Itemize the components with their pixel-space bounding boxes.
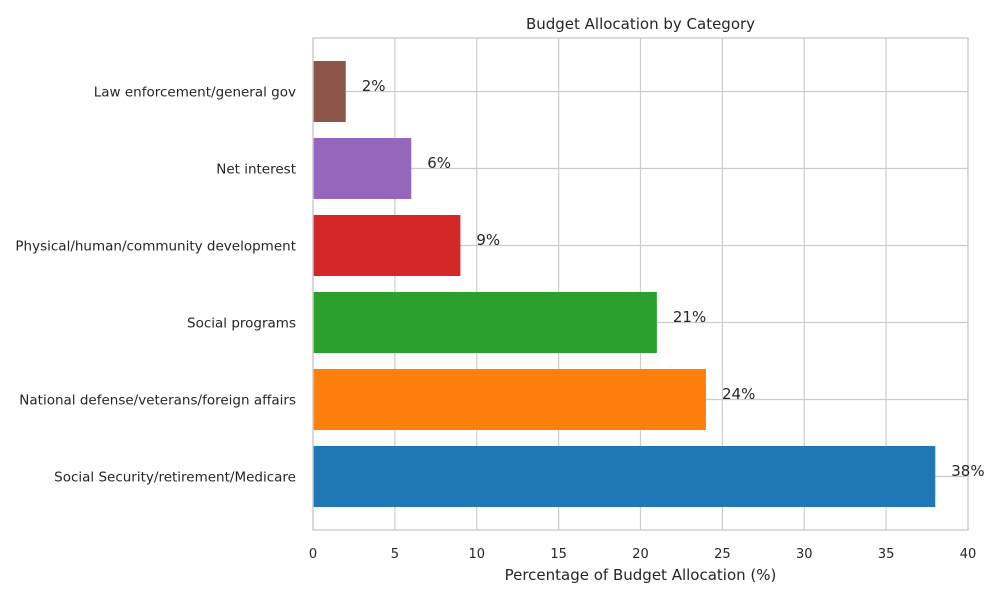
bar [313, 369, 706, 430]
x-tick-label: 25 [714, 547, 731, 562]
data-label: 2% [362, 77, 386, 95]
bars-layer [313, 61, 936, 507]
data-label: 9% [476, 231, 500, 249]
data-label: 6% [427, 154, 451, 172]
data-label: 21% [673, 308, 706, 326]
chart-title: Budget Allocation by Category [526, 15, 755, 33]
x-tick-label: 35 [878, 547, 895, 562]
x-axis-label: Percentage of Budget Allocation (%) [505, 566, 777, 584]
bar [313, 215, 461, 276]
plot-frame [312, 37, 969, 531]
x-tick-label: 20 [632, 547, 649, 562]
x-tick-label: 30 [796, 547, 813, 562]
bar [313, 446, 936, 507]
x-tick-label: 10 [468, 547, 485, 562]
bar [313, 292, 657, 353]
labels-layer: 0 5 10 15 20 25 30 35 40 Social Security/retireme… [15, 77, 984, 562]
y-tick-label: Social programs [187, 316, 296, 332]
data-label: 38% [951, 462, 984, 480]
bar [313, 61, 346, 122]
y-tick-label: National defense/veterans/foreign affair… [19, 393, 296, 409]
y-tick-label: Physical/human/community development [15, 239, 296, 255]
x-tick-label: 5 [391, 547, 399, 562]
x-tick-label: 15 [550, 547, 567, 562]
y-tick-label: Net interest [216, 162, 296, 178]
x-tick-label: 0 [309, 547, 317, 562]
bar [313, 138, 412, 199]
y-tick-label: Social Security/retirement/Medicare [54, 470, 296, 486]
y-tick-label: Law enforcement/general gov [94, 85, 296, 101]
x-tick-label: 40 [960, 547, 977, 562]
data-label: 24% [722, 385, 755, 403]
